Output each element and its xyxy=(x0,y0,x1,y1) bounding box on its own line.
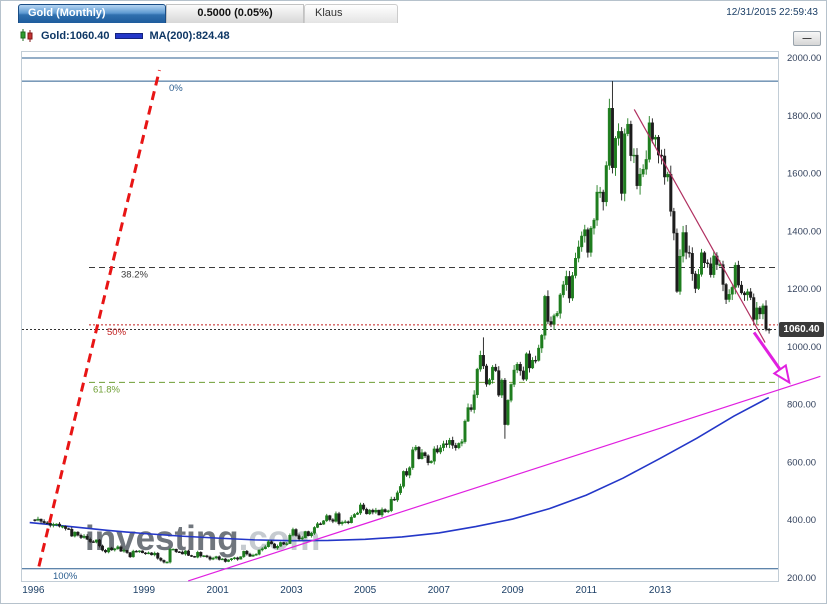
price-change-text: 0.5000 (0.05%) xyxy=(197,7,273,19)
svg-text:50%: 50% xyxy=(107,327,127,338)
legend-gold-label[interactable]: Gold:1060.40 xyxy=(41,30,110,42)
tab-gold-monthly[interactable]: Gold (Monthly) xyxy=(18,4,166,23)
tab-gold-monthly-label: Gold (Monthly) xyxy=(28,7,106,19)
candlestick-series[interactable] xyxy=(33,81,771,564)
ma200-line[interactable] xyxy=(29,396,770,542)
svg-text:200.00: 200.00 xyxy=(787,573,816,584)
chart-legend: Gold:1060.40 MA(200):824.48 xyxy=(19,28,230,44)
steep-dashed-red-trendline xyxy=(37,69,161,567)
svg-text:61.8%: 61.8% xyxy=(93,384,120,395)
horizontal-lines xyxy=(22,57,778,330)
svg-text:100%: 100% xyxy=(53,571,78,582)
minimize-icon: — xyxy=(802,33,812,43)
svg-text:0%: 0% xyxy=(169,83,183,94)
svg-text:800.00: 800.00 xyxy=(787,400,816,411)
candlestick-icon xyxy=(20,29,33,42)
svg-text:1999: 1999 xyxy=(133,585,156,596)
plot-border xyxy=(21,51,779,582)
downtrend-maroon-trendline xyxy=(633,109,766,343)
svg-text:2005: 2005 xyxy=(354,585,377,596)
svg-text:2007: 2007 xyxy=(428,585,451,596)
svg-text:600.00: 600.00 xyxy=(787,457,816,468)
axis-labels: 2000.00 1800.00 1600.00 1400.00 1200.00 1000.… xyxy=(22,53,821,596)
svg-text:1400.00: 1400.00 xyxy=(787,226,821,237)
timestamp: 12/31/2015 22:59:43 xyxy=(726,7,818,18)
tab-klaus[interactable]: Klaus xyxy=(304,4,398,23)
minimize-button[interactable]: — xyxy=(793,31,821,46)
ma-line-swatch-icon xyxy=(115,33,144,39)
magenta-arrow xyxy=(752,331,785,376)
legend-ma-label[interactable]: MA(200):824.48 xyxy=(149,30,230,42)
svg-text:1200.00: 1200.00 xyxy=(787,284,821,295)
svg-text:1800.00: 1800.00 xyxy=(787,111,821,122)
svg-text:2009: 2009 xyxy=(501,585,524,596)
svg-text:38.2%: 38.2% xyxy=(121,269,148,280)
tab-klaus-label: Klaus xyxy=(315,7,343,19)
svg-text:2013: 2013 xyxy=(649,585,672,596)
svg-text:400.00: 400.00 xyxy=(787,515,816,526)
price-change-display: 0.5000 (0.05%) xyxy=(166,4,304,23)
support-magenta-trendline xyxy=(188,375,821,582)
svg-text:1996: 1996 xyxy=(22,585,45,596)
trendlines[interactable] xyxy=(37,69,821,582)
last-price-tag: 1060.40 xyxy=(779,322,824,337)
arrowhead-icon xyxy=(772,363,791,385)
fibonacci-retracement[interactable]: 0% 38.2% 50% 61.8% 100% xyxy=(22,80,778,582)
svg-text:2001: 2001 xyxy=(207,585,230,596)
svg-text:2011: 2011 xyxy=(576,585,598,596)
svg-text:2000.00: 2000.00 xyxy=(787,53,821,64)
svg-text:1000.00: 1000.00 xyxy=(787,342,821,353)
svg-text:1600.00: 1600.00 xyxy=(787,169,821,180)
svg-text:2003: 2003 xyxy=(280,585,303,596)
